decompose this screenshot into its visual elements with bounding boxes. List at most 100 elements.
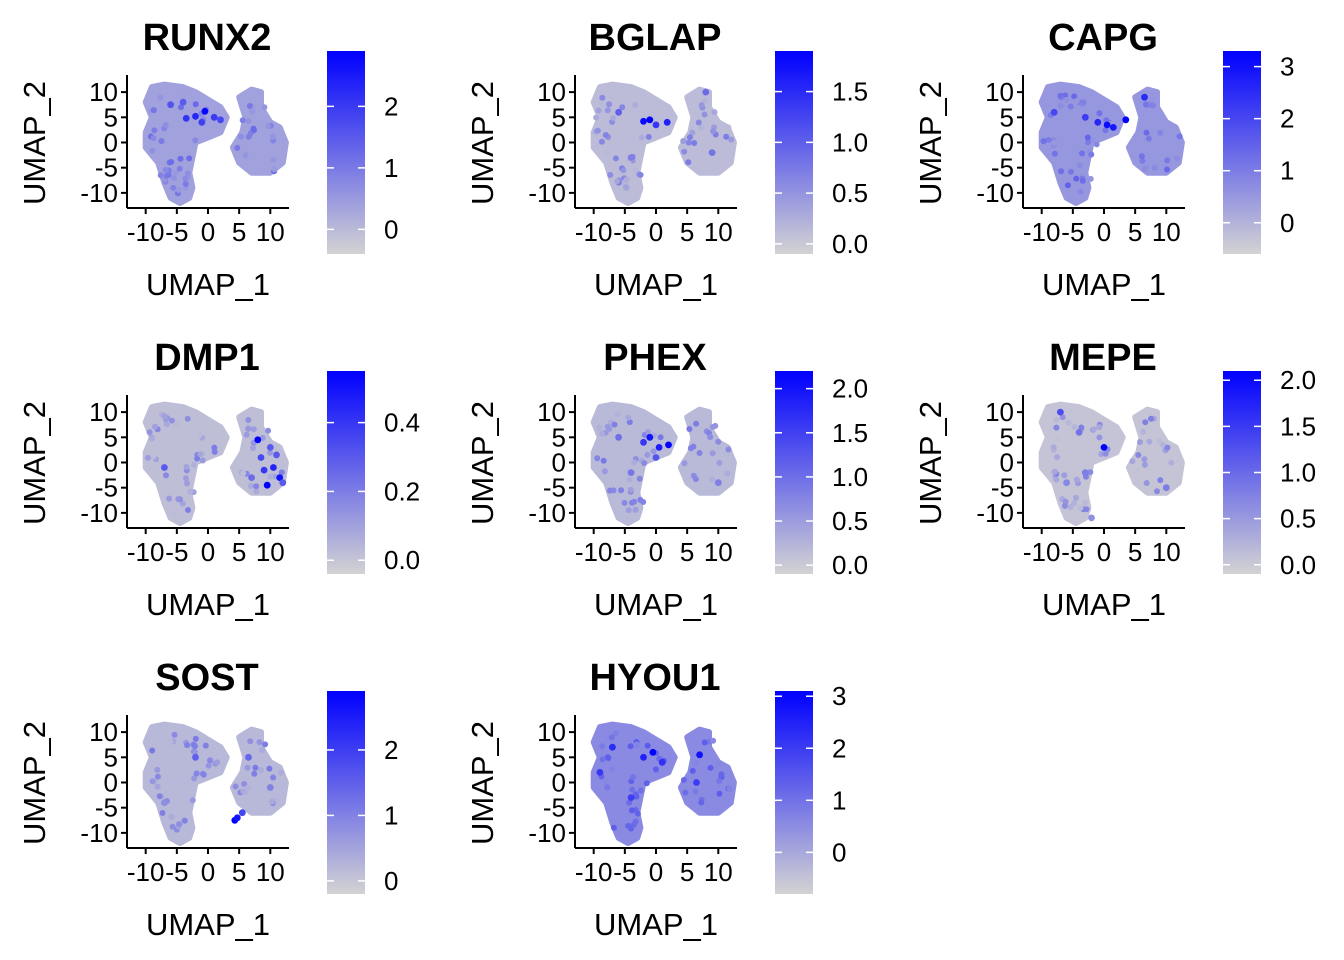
cell-point [171,511,178,518]
cell-point [200,771,207,778]
cell-point-high [273,451,280,459]
cell-point-high [182,114,190,122]
cell-point [178,104,184,111]
cell-point [610,114,617,121]
cell-point [1053,435,1060,442]
cell-point [725,446,732,453]
x-tick-label: -5 [613,857,636,887]
cell-point [625,507,632,514]
y-tick-label: 10 [537,717,566,747]
cell-point [192,735,199,742]
cell-point-high [192,112,199,120]
cell-point-high [696,751,703,759]
cell-point [652,766,659,773]
cell-point [621,499,628,506]
cell-point-high [1122,116,1130,124]
cell-point [630,774,636,781]
cell-point [612,730,619,737]
cell-point [626,799,633,806]
colorbar-tick-label: 2 [384,91,398,121]
cell-point [637,171,644,178]
x-tick-label: -10 [575,857,613,887]
colorbar-tick-label: 1 [832,785,846,815]
cell-point-high [270,464,277,471]
cell-point-high [198,118,206,126]
cell-point [154,783,161,790]
cell-point [270,156,277,163]
cell-point [1084,134,1091,141]
colorbar-tick-label: 0.5 [832,506,868,536]
y-tick-label: -5 [543,473,566,503]
cell-point [184,170,191,177]
cell-point [600,101,607,108]
cell-point [163,472,169,479]
colorbar-tick-label: 0.0 [384,545,420,575]
cell-point [1067,504,1074,510]
colorbar [327,371,365,574]
cell-point [157,94,164,101]
cell-point [193,770,200,777]
cell-point [184,415,191,422]
cell-point-high [708,149,716,157]
cell-point [166,495,173,502]
x-axis-label: UMAP_1 [146,587,270,622]
cell-point [173,421,180,428]
cell-point [596,424,603,431]
cell-point [692,476,699,483]
cell-point-high [217,116,224,124]
cell-point-high [210,113,218,121]
cell-point-high [596,769,604,776]
x-axis-label: UMAP_1 [146,267,270,302]
cell-point [1135,452,1142,458]
cell-point [250,125,257,132]
cell-point [1146,425,1153,432]
cell-point [599,756,606,763]
cell-point [183,475,189,482]
y-tick-label: 10 [985,77,1014,107]
y-tick-label: -5 [95,153,118,183]
cell-point [1082,499,1089,506]
cell-point-high [615,108,622,116]
cell-point-high [1162,484,1170,492]
feature-panel-phex: PHEX-10 -5 0 5 101050-5-10UMAP_1UMAP_20.00.5… [465,337,868,622]
cell-point [211,448,218,455]
cell-point [716,790,723,797]
cell-point [199,457,206,464]
cell-point [1088,151,1095,158]
panel-title: HYOU1 [590,657,721,699]
cell-point [698,799,705,806]
cell-point [176,165,183,172]
colorbar-tick-label: 1 [1280,156,1294,186]
colorbar-tick-label: 0.5 [832,178,868,208]
cell-point [151,127,158,134]
cell-point-high [627,154,635,162]
x-tick-label: 0 [649,537,663,567]
cell-point [632,506,639,513]
cell-point [175,186,182,193]
cell-point [606,487,613,494]
colorbar-tick-label: 1.5 [1280,411,1316,441]
cell-point [637,787,644,794]
cell-point [251,770,258,777]
cell-point [1174,155,1181,162]
y-tick-label: -5 [543,793,566,823]
x-tick-label: -5 [613,217,636,247]
cell-point [197,451,204,458]
colorbar-tick-label: 3 [1280,52,1294,82]
cell-point [1071,93,1078,100]
y-tick-label: -10 [976,178,1014,208]
x-tick-label: -10 [575,537,613,567]
colorbar-tick-label: 0.5 [1280,504,1316,534]
cell-point [1096,110,1103,117]
panel-title: MEPE [1049,337,1157,379]
cell-point [626,476,633,483]
cell-point [248,483,254,489]
colorbar-tick-label: 1.5 [832,418,868,448]
cell-point [245,118,252,124]
y-tick-label: 5 [1000,422,1014,452]
y-tick-label: 0 [1000,448,1014,478]
cell-point [1148,415,1154,422]
cell-point [1059,414,1066,421]
cell-point [253,483,260,490]
cell-point [625,414,632,421]
